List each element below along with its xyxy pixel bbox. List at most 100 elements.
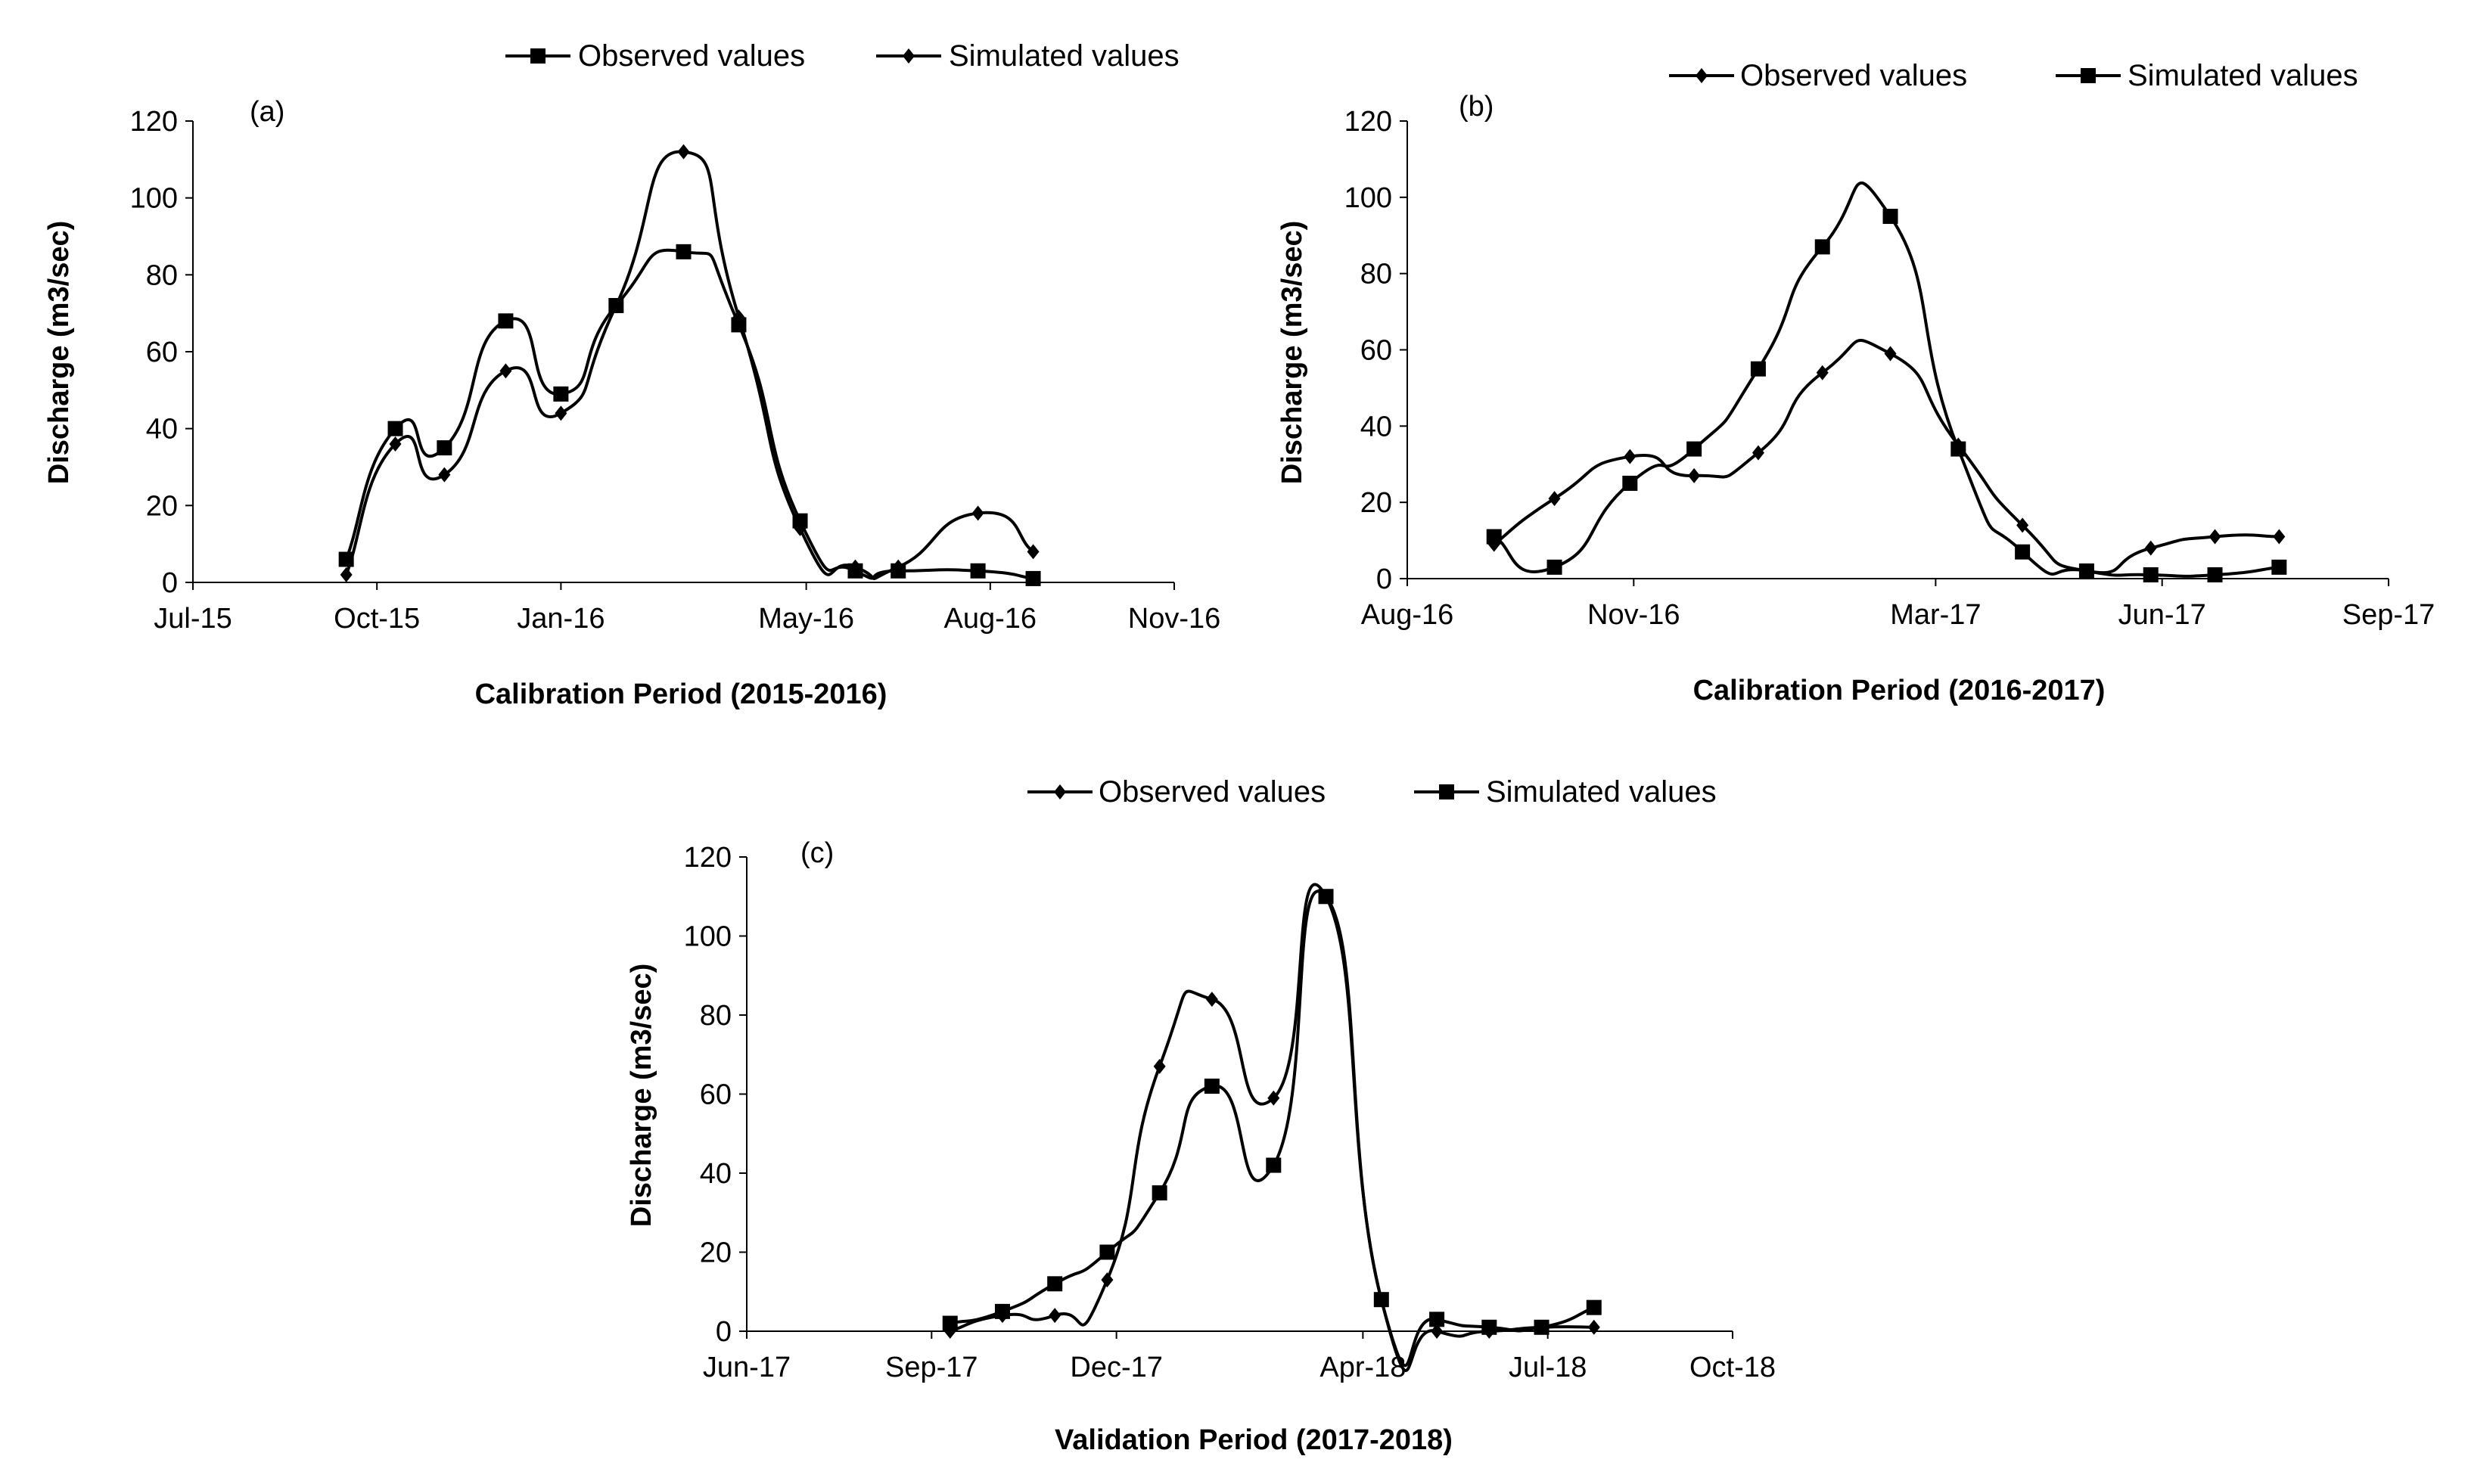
data-point-c-observed xyxy=(1101,1272,1114,1288)
data-point-a-simulated xyxy=(340,567,353,582)
x-tick-label-b: Sep-17 xyxy=(2342,599,2435,631)
x-tick-label-c: Sep-17 xyxy=(885,1352,978,1383)
chart-c: Observed values Simulated values (c) Dis… xyxy=(626,775,1776,1456)
y-tick-label-c: 120 xyxy=(684,842,732,874)
data-point-c-simulated xyxy=(1266,1157,1282,1173)
data-point-b-observed xyxy=(1816,365,1829,380)
legend-b-simulated-marker xyxy=(2081,68,2096,83)
data-point-a-simulated xyxy=(610,298,623,313)
data-point-b-simulated xyxy=(2207,567,2223,582)
series-line-a-observed xyxy=(344,248,1034,580)
data-point-b-simulated xyxy=(2271,559,2287,575)
data-point-b-observed xyxy=(2016,517,2029,533)
panel-label-c: (c) xyxy=(800,837,834,869)
data-point-c-simulated xyxy=(1152,1185,1167,1201)
y-tick-label-a: 40 xyxy=(146,414,178,446)
legend-c-simulated-marker xyxy=(1439,784,1454,799)
data-point-a-simulated xyxy=(555,405,567,421)
data-point-c-observed xyxy=(1267,1090,1280,1106)
y-tick-label-b: 20 xyxy=(1360,487,1392,519)
data-point-c-simulated xyxy=(942,1315,958,1331)
y-axis-title-b: Discharge (m3/sec) xyxy=(1276,221,1308,485)
data-point-a-observed xyxy=(970,563,986,579)
x-tick-label-c: Apr-18 xyxy=(1319,1352,1406,1383)
y-tick-label-c: 40 xyxy=(700,1158,732,1190)
data-point-a-simulated xyxy=(438,467,451,483)
data-point-a-simulated xyxy=(732,309,745,325)
data-point-b-observed xyxy=(2273,529,2286,545)
y-tick-label-b: 80 xyxy=(1360,259,1392,290)
data-point-b-observed xyxy=(2144,540,2157,556)
legend-a-simulated-label: Simulated values xyxy=(949,39,1180,73)
x-tick-label-a: Nov-16 xyxy=(1128,603,1221,635)
y-tick-label-b: 120 xyxy=(1344,106,1392,138)
data-point-c-observed xyxy=(1431,1324,1444,1339)
data-point-c-simulated xyxy=(994,1303,1010,1319)
data-point-c-simulated xyxy=(1204,1079,1220,1094)
x-tick-label-b: Jun-17 xyxy=(2118,599,2206,631)
legend-c-observed-label: Observed values xyxy=(1099,775,1326,809)
x-axis-title-a: Calibration Period (2015-2016) xyxy=(475,678,887,710)
y-tick-label-b: 60 xyxy=(1360,335,1392,367)
data-point-a-observed xyxy=(437,440,452,456)
data-point-a-simulated xyxy=(971,505,984,521)
data-point-a-observed xyxy=(1025,570,1041,586)
x-axis-title-c: Validation Period (2017-2018) xyxy=(1055,1424,1453,1456)
data-point-b-simulated xyxy=(2143,567,2159,582)
y-tick-label-a: 80 xyxy=(146,259,178,291)
data-point-c-simulated xyxy=(1534,1319,1549,1335)
data-point-b-observed xyxy=(1624,449,1637,464)
data-point-c-simulated xyxy=(1373,1292,1389,1308)
data-point-c-simulated xyxy=(1586,1299,1602,1315)
x-tick-label-a: Jul-15 xyxy=(154,603,232,635)
legend-a-simulated-marker xyxy=(903,48,915,64)
y-tick-label-c: 80 xyxy=(700,1000,732,1032)
data-point-c-observed xyxy=(1153,1058,1166,1074)
legend-c-observed-marker xyxy=(1054,784,1066,799)
panel-label-b: (b) xyxy=(1459,91,1494,123)
y-axis-title-c: Discharge (m3/sec) xyxy=(626,964,657,1228)
x-tick-label-a: Jan-16 xyxy=(517,603,605,635)
data-point-b-simulated xyxy=(1814,239,1830,255)
data-point-b-observed xyxy=(1688,467,1701,483)
x-tick-label-c: Dec-17 xyxy=(1070,1352,1163,1383)
data-point-b-observed xyxy=(1752,445,1764,461)
data-point-b-simulated xyxy=(1486,529,1502,545)
legend-a-observed-marker xyxy=(530,48,546,64)
data-point-a-observed xyxy=(387,421,403,436)
data-point-a-simulated xyxy=(1027,544,1040,560)
data-point-b-simulated xyxy=(1950,441,1966,457)
x-tick-label-b: Aug-16 xyxy=(1361,599,1454,631)
chart-b: Observed values Simulated values (b) Dis… xyxy=(1276,59,2435,706)
data-point-a-observed xyxy=(553,386,569,402)
data-point-b-observed xyxy=(1548,491,1561,507)
data-point-c-observed xyxy=(1205,992,1218,1007)
data-point-a-simulated xyxy=(794,520,807,536)
data-point-b-simulated xyxy=(1622,475,1638,491)
y-tick-label-a: 20 xyxy=(146,490,178,522)
data-point-a-observed xyxy=(498,313,514,329)
x-axis-title-b: Calibration Period (2016-2017) xyxy=(1693,675,2106,706)
x-tick-label-a: May-16 xyxy=(758,603,854,635)
series-line-b-simulated xyxy=(1493,181,2280,578)
y-axis-title-a: Discharge (m3/sec) xyxy=(43,221,75,485)
data-point-c-observed xyxy=(1049,1308,1061,1324)
x-tick-label-b: Nov-16 xyxy=(1587,599,1680,631)
y-tick-label-a: 120 xyxy=(130,106,178,138)
x-tick-label-a: Aug-16 xyxy=(944,603,1037,635)
data-point-a-observed xyxy=(676,244,692,259)
data-point-a-simulated xyxy=(389,436,402,452)
x-tick-label-c: Jul-18 xyxy=(1509,1352,1587,1383)
data-point-a-simulated xyxy=(892,559,905,575)
data-point-b-simulated xyxy=(1546,559,1562,575)
series-line-a-simulated xyxy=(344,150,1034,580)
series-line-c-observed xyxy=(950,883,1594,1372)
x-tick-label-b: Mar-17 xyxy=(1890,599,1981,631)
legend-c-simulated-label: Simulated values xyxy=(1486,775,1717,809)
data-point-c-simulated xyxy=(1099,1244,1115,1260)
y-tick-label-a: 100 xyxy=(130,183,178,215)
data-point-a-simulated xyxy=(499,363,512,379)
data-point-a-simulated xyxy=(677,144,690,160)
